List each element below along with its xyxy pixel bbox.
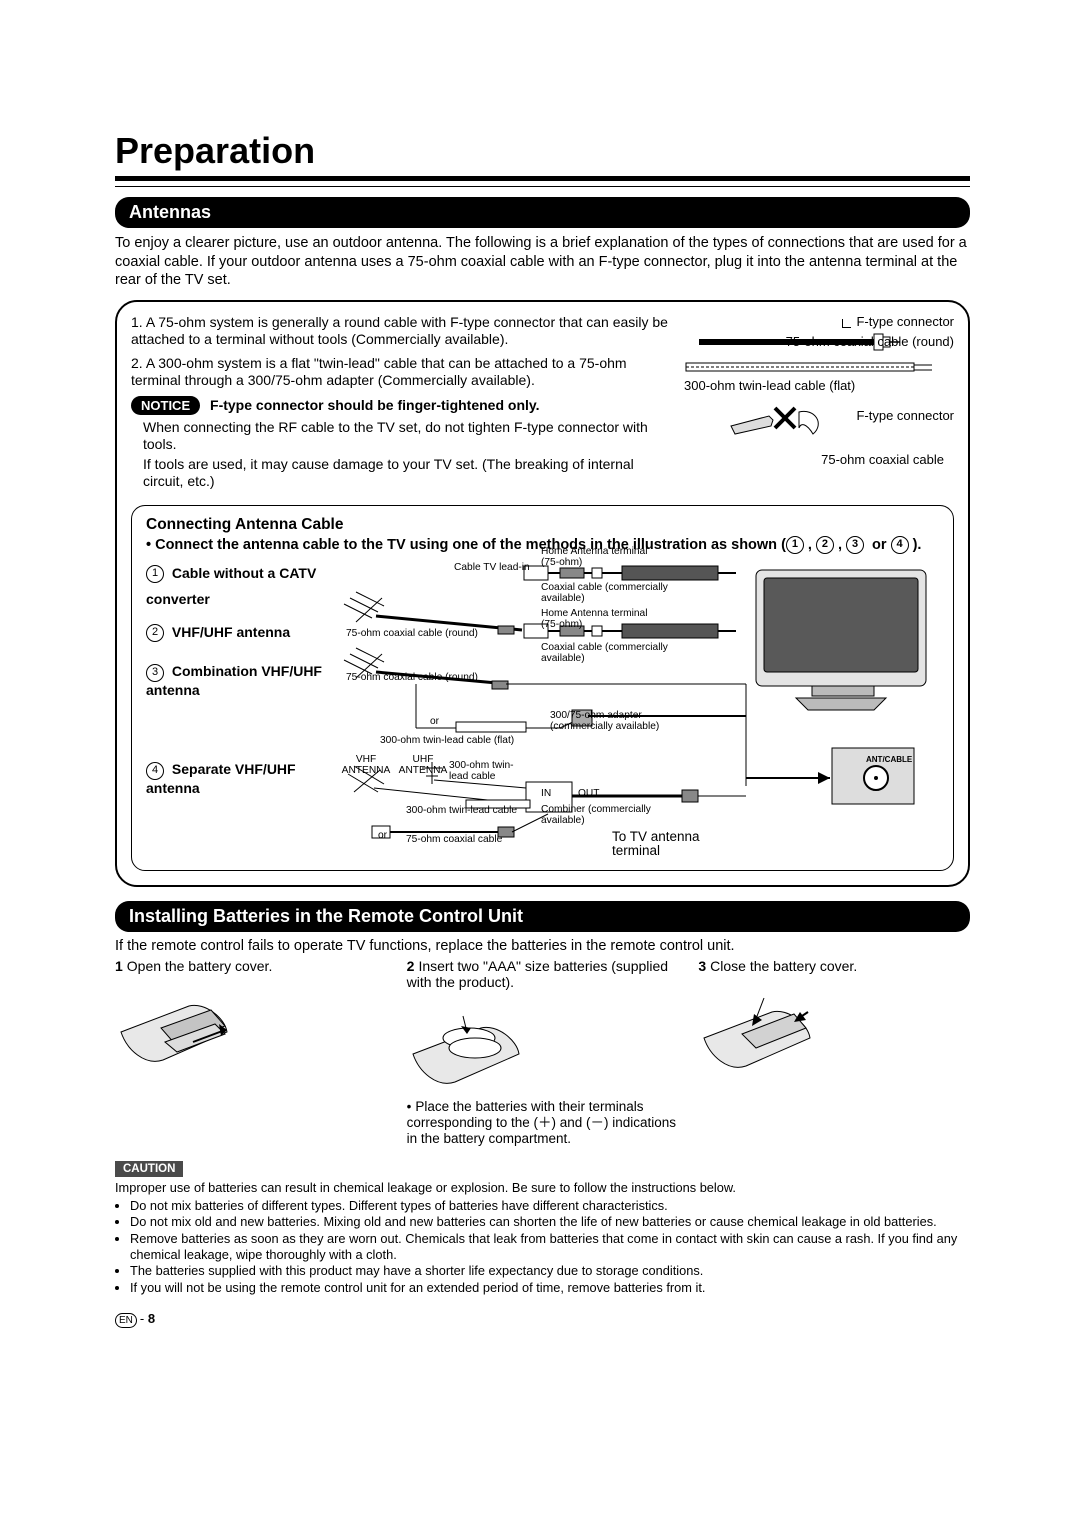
remote-close-icon <box>698 984 828 1074</box>
batt-step-3-num: 3 <box>698 958 706 974</box>
opt4-label: Separate VHF/UHF antenna <box>146 761 296 795</box>
remote-insert-icon <box>407 1000 537 1090</box>
sep-2: , <box>838 536 846 552</box>
page-title: Preparation <box>115 130 970 172</box>
dlabel-twinlead-plain: 300-ohm twin-lead cable <box>406 805 517 816</box>
caution-bullet-3: Remove batteries as soon as they are wor… <box>130 1231 970 1262</box>
caution-bullet-4: The batteries supplied with this product… <box>130 1263 970 1279</box>
circ-3: 3 <box>846 536 864 554</box>
option-4: 4 Separate VHF/UHF antenna <box>146 761 326 797</box>
lang-code: EN <box>115 1313 137 1328</box>
dlabel-uhf: UHF ANTENNA <box>398 754 448 776</box>
dlabel-home-ant-1: Home Antenna terminal (75-ohm) <box>541 546 651 568</box>
batt-step-2: 2Insert two "AAA" size batteries (suppli… <box>407 958 679 990</box>
remote-open-icon <box>115 984 245 1074</box>
caution-text: Improper use of batteries can result in … <box>115 1180 970 1295</box>
page-number-area: EN- 8 <box>115 1311 970 1327</box>
opt1-num: 1 <box>146 565 164 583</box>
batt-note-text: Place the batteries with their terminals… <box>407 1099 676 1146</box>
ftype-arrow-icon <box>842 319 851 328</box>
antenna-item-1-text: A 75-ohm system is generally a round cab… <box>131 314 668 348</box>
batt-step-2-text: Insert two "AAA" size batteries (supplie… <box>407 958 668 990</box>
inner-instr-prefix: • Connect the antenna cable to the TV us… <box>146 536 786 552</box>
caution-bullet-5: If you will not be using the remote cont… <box>130 1280 970 1296</box>
circ-4: 4 <box>891 536 909 554</box>
page-number: 8 <box>148 1311 155 1326</box>
option-3: 3 Combination VHF/UHF antenna <box>146 663 326 699</box>
label-ftype-connector: F-type connector <box>856 314 954 329</box>
label-coax-plain: 75-ohm coaxial cable <box>821 452 944 467</box>
option-1: 1 Cable without a CATV converter <box>146 560 326 613</box>
dlabel-twinlead-short: 300-ohm twin-lead cable <box>449 760 529 782</box>
dlabel-to-tv: To TV antenna terminal <box>612 830 732 860</box>
notice-body-1: When connecting the RF cable to the TV s… <box>143 419 674 454</box>
dlabel-out: OUT <box>578 788 600 799</box>
antenna-item-2: 2. A 300-ohm system is a flat "twin-lead… <box>131 355 674 390</box>
option-2: 2 VHF/UHF antenna <box>146 619 326 646</box>
page: Preparation Antennas To enjoy a clearer … <box>0 0 1080 1388</box>
dlabel-or-2: or <box>378 830 387 841</box>
dlabel-ant-cable: ANT/CABLE <box>866 756 912 765</box>
dlabel-combiner: Combiner (commercially available) <box>541 804 671 826</box>
label-coax-round: 75-ohm coaxial cable (round) <box>786 334 954 349</box>
notice-body-2: If tools are used, it may cause damage t… <box>143 456 674 491</box>
caution-bullet-2: Do not mix old and new batteries. Mixing… <box>130 1214 970 1230</box>
connecting-cable-box: Connecting Antenna Cable • Connect the a… <box>131 505 954 871</box>
antenna-item-2-text: A 300-ohm system is a flat "twin-lead" c… <box>131 355 627 389</box>
batt-step-1-text: Open the battery cover. <box>127 958 273 974</box>
notice-head: F-type connector should be finger-tighte… <box>210 397 540 413</box>
caution-pill: CAUTION <box>115 1161 183 1177</box>
opt2-num: 2 <box>146 624 164 642</box>
batt-step-1-num: 1 <box>115 958 123 974</box>
wrench-hand-icon <box>729 404 829 448</box>
dlabel-coax-round-a: 75-ohm coaxial cable (round) <box>346 628 478 639</box>
cable-diagram-area: 1 Cable without a CATV converter 2 VHF/U… <box>146 560 941 858</box>
sep-3: or <box>868 536 891 552</box>
dlabel-adapter: 300/75-ohm adapter (commercially availab… <box>550 710 680 732</box>
inner-title: Connecting Antenna Cable <box>146 516 941 534</box>
antennas-intro: To enjoy a clearer picture, use an outdo… <box>115 234 970 290</box>
caution-bullet-1: Do not mix batteries of different types.… <box>130 1198 970 1214</box>
section-header-antennas: Antennas <box>115 197 970 228</box>
batteries-intro: If the remote control fails to operate T… <box>115 938 970 954</box>
opt2-label: VHF/UHF antenna <box>172 624 290 640</box>
batt-step-2-num: 2 <box>407 958 415 974</box>
opt1-label: Cable without a CATV converter <box>146 565 316 608</box>
dlabel-vhf: VHF ANTENNA <box>341 754 391 776</box>
opt3-num: 3 <box>146 664 164 682</box>
label-ftype-2: F-type connector <box>856 408 954 423</box>
dlabel-cable-tv: Cable TV lead-in <box>454 562 530 573</box>
dlabel-in: IN <box>541 788 551 799</box>
dlabel-coax-round-b: 75-ohm coaxial cable (round) <box>346 672 478 683</box>
notice-pill: NOTICE <box>131 396 200 415</box>
right-figure-column: F-type connector 75-ohm coaxial cable (r… <box>684 314 954 491</box>
batt-step-3: 3Close the battery cover. <box>698 958 970 974</box>
inner-instr-suffix: ). <box>913 536 922 552</box>
batteries-grid: 1Open the battery cover. 2Insert two "AA… <box>115 958 970 1148</box>
batt-note: •Place the batteries with their terminal… <box>407 1099 679 1148</box>
sep-1: , <box>808 536 816 552</box>
batt-step-1: 1Open the battery cover. <box>115 958 387 974</box>
antenna-item-1: 1. A 75-ohm system is generally a round … <box>131 314 674 349</box>
batt-step-3-text: Close the battery cover. <box>710 958 857 974</box>
caution-lead: Improper use of batteries can result in … <box>115 1180 970 1196</box>
title-rule <box>115 176 970 187</box>
circ-1: 1 <box>786 536 804 554</box>
dlabel-or-1: or <box>430 716 439 727</box>
dlabel-coax-comm-2: Coaxial cable (commercially available) <box>541 642 671 664</box>
section-header-batteries: Installing Batteries in the Remote Contr… <box>115 901 970 932</box>
opt4-num: 4 <box>146 762 164 780</box>
dlabel-coax-plain-2: 75-ohm coaxial cable <box>406 834 502 845</box>
dlabel-twinlead-a: 300-ohm twin-lead cable (flat) <box>380 735 514 746</box>
label-twinlead-flat: 300-ohm twin-lead cable (flat) <box>684 378 855 393</box>
dlabel-home-ant-2: Home Antenna terminal (75-ohm) <box>541 608 651 630</box>
circ-2: 2 <box>816 536 834 554</box>
opt3-label: Combination VHF/UHF antenna <box>146 663 322 697</box>
dlabel-coax-comm-1: Coaxial cable (commercially available) <box>541 582 671 604</box>
antennas-box: 1. A 75-ohm system is generally a round … <box>115 300 970 887</box>
